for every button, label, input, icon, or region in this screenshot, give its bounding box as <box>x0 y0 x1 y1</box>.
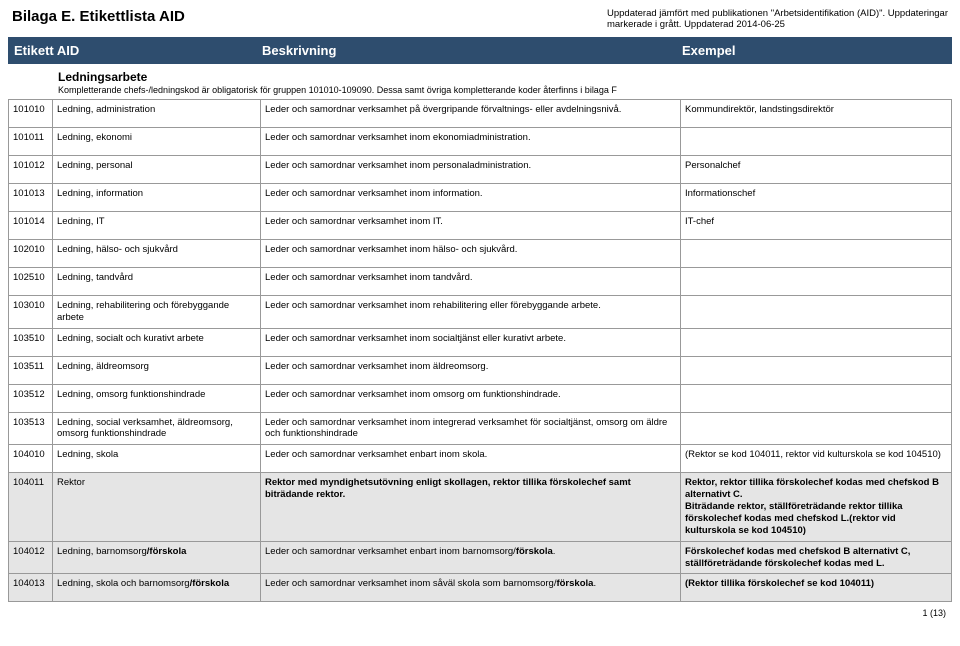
cell-code: 102010 <box>9 239 53 267</box>
cell-name: Ledning, IT <box>53 211 261 239</box>
cell-desc: Leder och samordnar verksamhet enbart in… <box>261 541 681 574</box>
cell-desc: Leder och samordnar verksamhet inom reha… <box>261 295 681 328</box>
cell-example <box>681 328 952 356</box>
page-footer: 1 (13) <box>8 602 952 618</box>
cell-desc: Leder och samordnar verksamhet inom pers… <box>261 155 681 183</box>
cell-name: Ledning, rehabilitering och förebyggande… <box>53 295 261 328</box>
cell-desc: Leder och samordnar verksamhet inom IT. <box>261 211 681 239</box>
cell-name: Ledning, information <box>53 183 261 211</box>
cell-example: IT-chef <box>681 211 952 239</box>
cell-name: Ledning, personal <box>53 155 261 183</box>
cell-code: 103010 <box>9 295 53 328</box>
cell-desc: Leder och samordnar verksamhet inom omso… <box>261 384 681 412</box>
table-row: 101012Ledning, personalLeder och samordn… <box>9 155 952 183</box>
cell-name: Ledning, social verksamhet, äldreomsorg,… <box>53 412 261 445</box>
table-row: 104013Ledning, skola och barnomsorg/förs… <box>9 574 952 602</box>
cell-name: Ledning, hälso- och sjukvård <box>53 239 261 267</box>
cell-example: Kommundirektör, landstingsdirektör <box>681 99 952 127</box>
table-row: 104010Ledning, skolaLeder och samordnar … <box>9 445 952 473</box>
col-exempel: Exempel <box>682 43 946 58</box>
table-row: 103512Ledning, omsorg funktionshindradeL… <box>9 384 952 412</box>
cell-name: Ledning, socialt och kurativt arbete <box>53 328 261 356</box>
cell-example <box>681 384 952 412</box>
cell-code: 101011 <box>9 127 53 155</box>
cell-code: 103511 <box>9 356 53 384</box>
column-header-bar: Etikett AID Beskrivning Exempel <box>8 37 952 64</box>
cell-code: 103512 <box>9 384 53 412</box>
cell-example: Informationschef <box>681 183 952 211</box>
cell-code: 103513 <box>9 412 53 445</box>
cell-desc: Leder och samordnar verksamhet inom såvä… <box>261 574 681 602</box>
update-note: Uppdaterad jämfört med publikationen "Ar… <box>607 8 948 31</box>
cell-example <box>681 412 952 445</box>
cell-name: Ledning, ekonomi <box>53 127 261 155</box>
cell-desc: Leder och samordnar verksamhet inom tand… <box>261 267 681 295</box>
cell-desc: Leder och samordnar verksamhet på övergr… <box>261 99 681 127</box>
cell-desc: Leder och samordnar verksamhet enbart in… <box>261 445 681 473</box>
cell-code: 104012 <box>9 541 53 574</box>
cell-desc: Leder och samordnar verksamhet inom häls… <box>261 239 681 267</box>
table-row: 101013Ledning, informationLeder och samo… <box>9 183 952 211</box>
cell-code: 101012 <box>9 155 53 183</box>
cell-name: Ledning, äldreomsorg <box>53 356 261 384</box>
cell-name: Ledning, skola och barnomsorg/förskola <box>53 574 261 602</box>
cell-example: Rektor, rektor tillika förskolechef koda… <box>681 473 952 541</box>
cell-example <box>681 239 952 267</box>
cell-name: Ledning, skola <box>53 445 261 473</box>
table-row: 104012Ledning, barnomsorg/förskolaLeder … <box>9 541 952 574</box>
cell-code: 104011 <box>9 473 53 541</box>
col-etikett: Etikett AID <box>14 43 262 58</box>
section-header: Ledningsarbete Kompletterande chefs-/led… <box>8 64 952 99</box>
cell-code: 103510 <box>9 328 53 356</box>
table-row: 101010Ledning, administrationLeder och s… <box>9 99 952 127</box>
table-row: 103510Ledning, socialt och kurativt arbe… <box>9 328 952 356</box>
cell-desc: Leder och samordnar verksamhet inom soci… <box>261 328 681 356</box>
cell-example: Förskolechef kodas med chefskod B altern… <box>681 541 952 574</box>
page-header: Bilaga E. Etikettlista AID Uppdaterad jä… <box>8 4 952 37</box>
cell-desc: Leder och samordnar verksamhet inom info… <box>261 183 681 211</box>
cell-code: 101014 <box>9 211 53 239</box>
data-table: 101010Ledning, administrationLeder och s… <box>8 99 952 603</box>
table-row: 101011Ledning, ekonomiLeder och samordna… <box>9 127 952 155</box>
cell-example <box>681 295 952 328</box>
cell-name: Ledning, tandvård <box>53 267 261 295</box>
col-beskrivning: Beskrivning <box>262 43 682 58</box>
page-title: Bilaga E. Etikettlista AID <box>12 8 185 25</box>
table-row: 103010Ledning, rehabilitering och föreby… <box>9 295 952 328</box>
cell-desc: Leder och samordnar verksamhet inom inte… <box>261 412 681 445</box>
table-row: 103511Ledning, äldreomsorgLeder och samo… <box>9 356 952 384</box>
cell-name: Ledning, omsorg funktionshindrade <box>53 384 261 412</box>
cell-example <box>681 127 952 155</box>
cell-code: 104013 <box>9 574 53 602</box>
table-row: 103513Ledning, social verksamhet, äldreo… <box>9 412 952 445</box>
table-row: 102510Ledning, tandvårdLeder och samordn… <box>9 267 952 295</box>
cell-code: 102510 <box>9 267 53 295</box>
cell-desc: Rektor med myndighetsutövning enligt sko… <box>261 473 681 541</box>
cell-example <box>681 356 952 384</box>
cell-example: Personalchef <box>681 155 952 183</box>
table-row: 101014Ledning, ITLeder och samordnar ver… <box>9 211 952 239</box>
cell-example <box>681 267 952 295</box>
cell-example: (Rektor se kod 104011, rektor vid kultur… <box>681 445 952 473</box>
table-row: 104011RektorRektor med myndighetsutövnin… <box>9 473 952 541</box>
update-note-line1: Uppdaterad jämfört med publikationen "Ar… <box>607 8 948 19</box>
cell-desc: Leder och samordnar verksamhet inom äldr… <box>261 356 681 384</box>
cell-name: Rektor <box>53 473 261 541</box>
update-note-line2: markerade i grått. Uppdaterad 2014-06-25 <box>607 19 785 30</box>
section-note: Kompletterande chefs-/ledningskod är obl… <box>58 85 946 95</box>
cell-name: Ledning, administration <box>53 99 261 127</box>
cell-code: 104010 <box>9 445 53 473</box>
cell-name: Ledning, barnomsorg/förskola <box>53 541 261 574</box>
cell-code: 101010 <box>9 99 53 127</box>
cell-code: 101013 <box>9 183 53 211</box>
table-row: 102010Ledning, hälso- och sjukvårdLeder … <box>9 239 952 267</box>
cell-example: (Rektor tillika förskolechef se kod 1040… <box>681 574 952 602</box>
section-title: Ledningsarbete <box>58 70 946 84</box>
cell-desc: Leder och samordnar verksamhet inom ekon… <box>261 127 681 155</box>
